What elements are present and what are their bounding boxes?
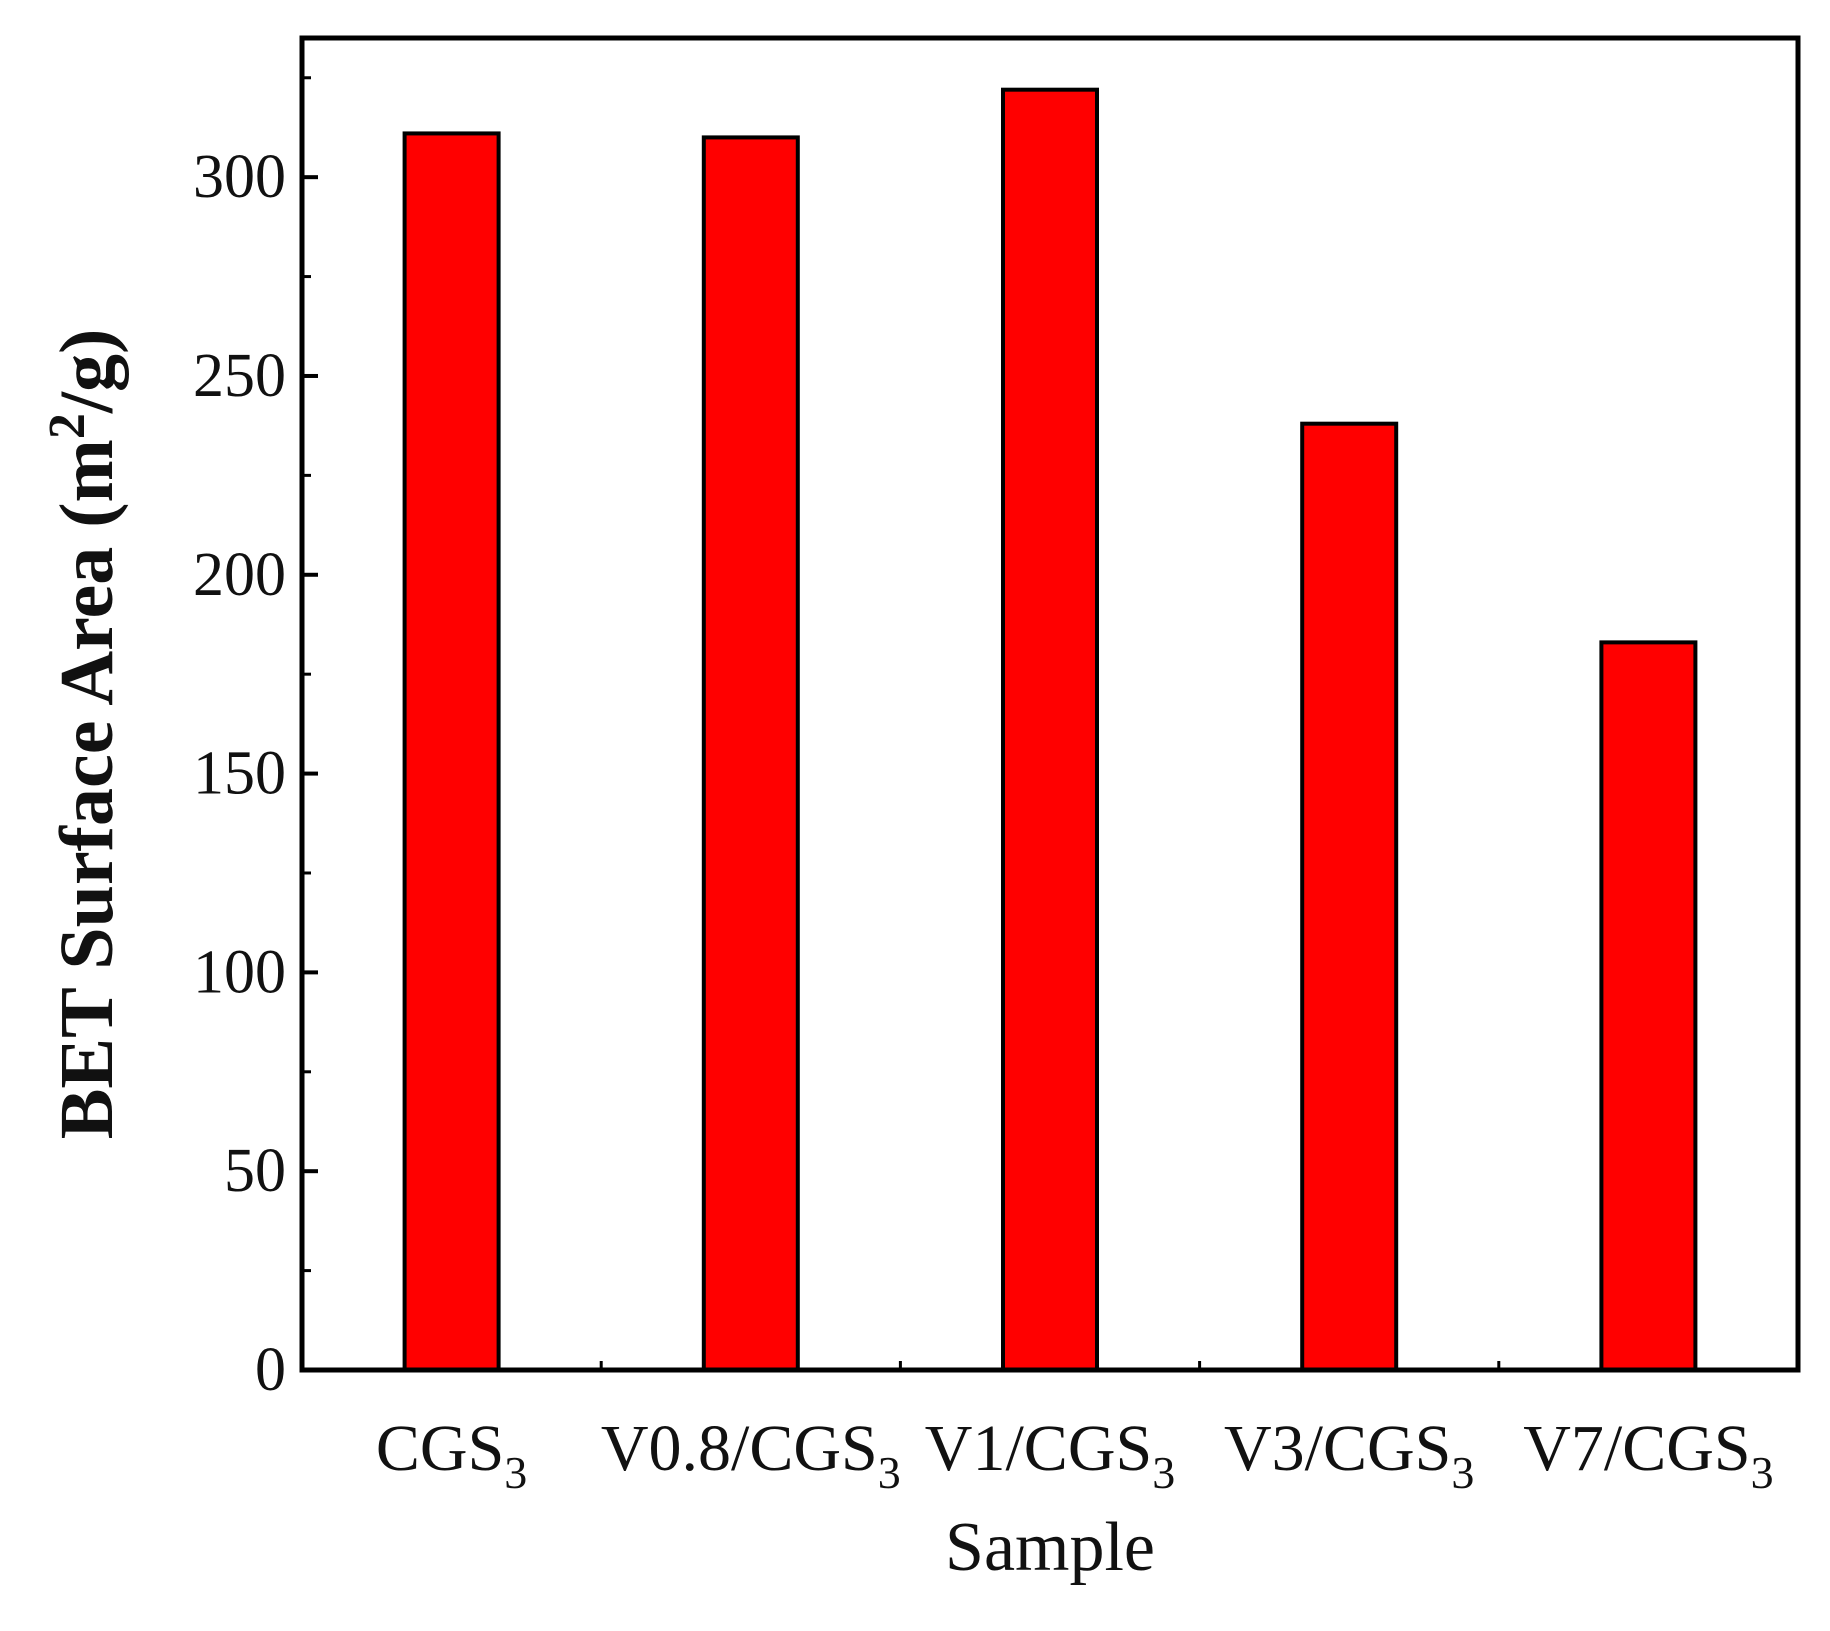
x-category-label-sub: 3 [1451, 1447, 1474, 1498]
y-tick-label: 0 [255, 1336, 286, 1404]
y-axis-title-tail: /g) [45, 329, 129, 414]
bar [1599, 640, 1698, 1372]
y-tick-label: 50 [224, 1137, 286, 1205]
x-category-label: V3/CGS3 [1224, 1412, 1474, 1498]
x-category-label-main: V1/CGS [925, 1412, 1152, 1485]
y-axis-title-sup: 2 [39, 413, 96, 439]
y-axis-title-main: BET Surface Area (m [45, 439, 129, 1139]
x-category-label-main: V0.8/CGS [601, 1412, 878, 1485]
y-tick-label: 250 [193, 342, 286, 410]
x-category-label: V1/CGS3 [925, 1412, 1175, 1498]
y-tick-label: 200 [193, 541, 286, 609]
x-category-label-main: CGS [376, 1412, 504, 1485]
bar [1001, 87, 1099, 1372]
y-tick-label: 150 [193, 740, 286, 808]
bars-layer [402, 87, 1698, 1373]
x-category-label-sub: 3 [1751, 1447, 1774, 1498]
x-axis-title: Sample [945, 1509, 1155, 1586]
bar [1300, 421, 1399, 1372]
x-category-label-main: V7/CGS [1523, 1412, 1750, 1485]
y-tick-label: 300 [193, 143, 286, 211]
x-category-label: V0.8/CGS3 [601, 1412, 901, 1498]
x-category-label-main: V3/CGS [1224, 1412, 1451, 1485]
x-category-label-sub: 3 [878, 1447, 901, 1498]
x-category-label-sub: 3 [1152, 1447, 1175, 1498]
ticks-layer [302, 76, 1651, 1372]
y-tick-label: 100 [193, 938, 286, 1006]
bar [701, 135, 800, 1373]
x-category-label-sub: 3 [504, 1447, 527, 1498]
x-category-label: V7/CGS3 [1523, 1412, 1773, 1498]
x-category-label: CGS3 [376, 1412, 527, 1498]
plot-frame [299, 35, 1801, 1373]
y-axis-title: BET Surface Area (m2/g) [39, 329, 130, 1140]
bar [402, 131, 501, 1372]
